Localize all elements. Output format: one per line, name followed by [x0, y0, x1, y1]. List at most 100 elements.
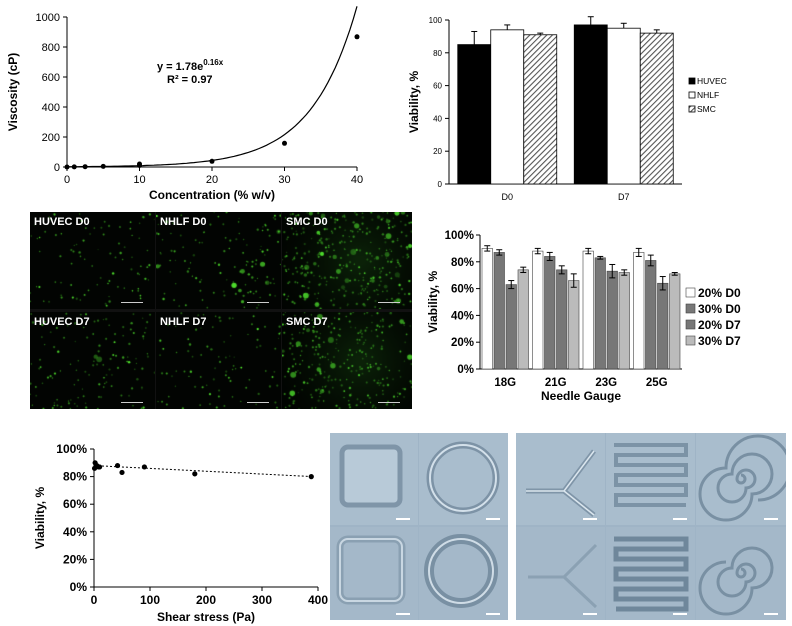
fluorescence-label: NHLF D0: [160, 216, 207, 228]
micrograph-image: [696, 433, 786, 525]
data-point: [119, 469, 125, 476]
fluorescence-label: SMC D7: [286, 316, 328, 328]
data-point: [308, 474, 314, 480]
scale-bar: [673, 613, 687, 615]
micrograph-image: [330, 433, 418, 525]
legend-swatch: [688, 105, 696, 113]
data-point: [354, 34, 360, 40]
legend-label: HUVEC: [697, 76, 727, 86]
fluorescence-grid: HUVEC D0 NHLF D0 SMC D0 HUVEC D7 NHLF D7…: [30, 212, 412, 409]
bar: [490, 29, 525, 185]
bar: [639, 32, 674, 185]
micrograph-image: [419, 527, 508, 620]
y-tick-label: 80: [433, 49, 442, 58]
data-point: [97, 464, 103, 470]
r2-label: R² = 0.97: [167, 74, 213, 86]
legend-swatch: [688, 91, 696, 99]
x-axis-label: Needle Gauge: [541, 389, 621, 403]
fluorescence-image: SMC D0: [282, 212, 412, 309]
y-tick-label: 80%: [63, 470, 87, 484]
micrograph-image: [419, 433, 508, 525]
bar: [582, 250, 594, 370]
data-point: [141, 464, 147, 470]
data-point: [137, 161, 142, 167]
bar: [505, 284, 517, 370]
y-tick-label: 0%: [457, 364, 474, 376]
bar: [493, 252, 505, 370]
y-tick-label: 100%: [56, 442, 87, 456]
y-tick-label: 0%: [70, 580, 88, 594]
legend-swatch: [685, 287, 696, 298]
fit-equation: y = 1.78e0.16x: [157, 58, 224, 73]
micrograph-image: [516, 433, 605, 525]
y-tick-label: 20: [433, 147, 442, 156]
y-tick-label: 40%: [63, 525, 87, 539]
micrograph-group-left: [330, 433, 508, 620]
y-tick-label: 60%: [451, 284, 474, 296]
y-tick-label: 100: [429, 16, 443, 25]
bar: [594, 257, 606, 370]
x-tick-label: 300: [252, 593, 272, 607]
viscosity-chart: 0 200 400 600 800 1000 0 10 20 30 40 y = 1.78e0.16x…: [6, 6, 363, 202]
scale-bar: [764, 518, 778, 520]
x-tick-label: 0: [64, 174, 70, 186]
fluorescence-image: SMC D7: [282, 312, 412, 409]
x-tick-label: 40: [351, 174, 363, 186]
x-tick-label: 25G: [646, 377, 668, 389]
bar: [657, 282, 669, 370]
scale-bar: [486, 518, 500, 520]
y-tick-label: 200: [42, 132, 60, 144]
micrograph-image: [606, 433, 695, 525]
legend-label: 20% D7: [698, 318, 741, 332]
scale-bar: [378, 402, 400, 403]
equation-base: y = 1.78e: [157, 61, 203, 73]
legend-label: 30% D7: [698, 334, 741, 348]
y-tick-label: 600: [42, 72, 60, 84]
x-axis-label: Concentration (% w/v): [149, 188, 275, 202]
data-point: [71, 164, 77, 170]
data-point: [209, 158, 215, 164]
scale-bar: [583, 518, 597, 520]
fluorescence-label: NHLF D7: [160, 316, 207, 328]
y-tick-label: 0: [54, 162, 60, 174]
micrograph-image: [696, 527, 786, 620]
bar: [633, 252, 645, 370]
fit-curve: [67, 6, 358, 168]
x-tick-label: 21G: [545, 377, 567, 389]
x-tick-label: 200: [196, 593, 216, 607]
fluorescence-label: HUVEC D7: [34, 316, 90, 328]
micrograph-image: [606, 527, 695, 620]
viability-day-chart: 0 20 40 60 80 100 D0 D7 Viability, % HUVEC NHLF SMC: [407, 16, 727, 202]
x-tick-label: 30: [278, 174, 290, 186]
y-tick-label: 80%: [451, 257, 474, 269]
scale-bar: [121, 402, 143, 403]
y-tick-label: 1000: [36, 12, 60, 24]
scale-bar: [247, 402, 269, 403]
y-tick-label: 0: [438, 180, 443, 189]
scale-bar: [378, 302, 400, 303]
bar: [523, 34, 558, 185]
data-point: [282, 140, 287, 146]
legend-swatch: [685, 303, 696, 314]
y-tick-label: 40%: [451, 310, 474, 322]
scale-bar: [121, 302, 143, 303]
bar: [645, 260, 657, 370]
bar: [606, 270, 618, 370]
x-tick-label: 0: [91, 593, 98, 607]
y-axis-label: Viscosity (cP): [6, 53, 20, 131]
y-axis-label: Viability, %: [426, 271, 440, 334]
y-axis-label: Viability, %: [33, 487, 47, 550]
trendline: [93, 465, 313, 478]
x-tick-label: 100: [140, 593, 160, 607]
y-tick-label: 60: [433, 82, 442, 91]
fluorescence-image: NHLF D7: [156, 312, 281, 409]
bar: [481, 248, 493, 370]
data-point: [192, 471, 198, 477]
fluorescence-image: NHLF D0: [156, 212, 281, 309]
bar: [532, 250, 544, 370]
bar: [457, 44, 492, 185]
micrograph-group-right: [516, 433, 786, 620]
x-tick-label: 23G: [595, 377, 617, 389]
x-tick-label: 10: [133, 174, 145, 186]
equation-exponent: 0.16x: [203, 58, 224, 67]
